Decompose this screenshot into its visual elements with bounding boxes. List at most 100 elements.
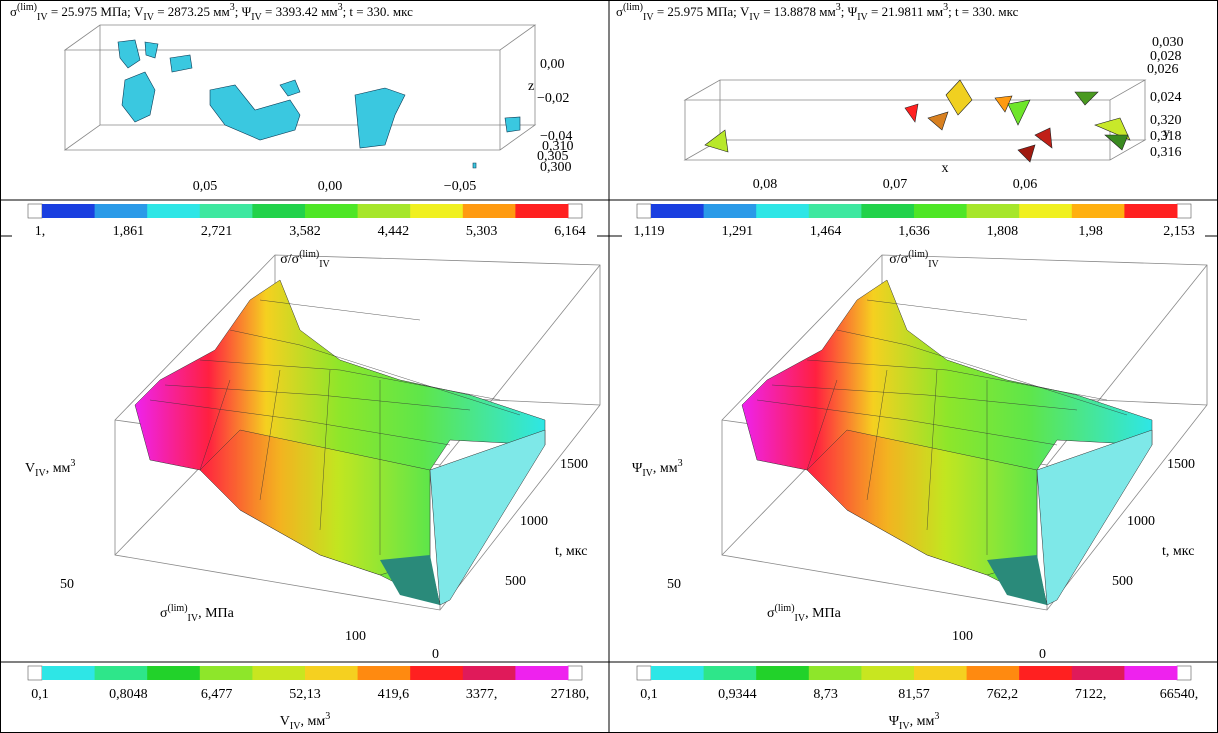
t-tick-label: 1500 xyxy=(560,457,588,472)
colorbar-label: 3377, xyxy=(466,687,498,702)
x-axis-label: x xyxy=(942,161,949,176)
side-tick-label: 0,318 xyxy=(1150,129,1182,144)
colorbar-segment xyxy=(357,204,411,218)
colorbar-segment xyxy=(515,204,569,218)
side-tick-label: 0,316 xyxy=(1150,145,1182,160)
colorbar-segment xyxy=(1019,666,1073,680)
text-part: σ xyxy=(10,4,17,19)
side-tick-label: −0,02 xyxy=(537,91,569,106)
z-axis-label: VIV, мм3 xyxy=(25,458,75,479)
side-tick-label: 0,300 xyxy=(540,160,572,175)
colorbar-segment xyxy=(756,666,810,680)
top-right-box xyxy=(683,79,1147,163)
colorbar-label: 66540, xyxy=(1160,687,1199,702)
text-part: IV xyxy=(795,613,806,624)
colorbar-label: 3,582 xyxy=(289,224,321,239)
text-part: 3 xyxy=(934,711,939,722)
text-part: IV xyxy=(143,12,154,23)
t-tick-label: 500 xyxy=(1112,574,1133,589)
colorbar-end xyxy=(567,665,583,681)
colorbar-segment xyxy=(756,204,810,218)
text-part: = 21.9811 мм xyxy=(868,4,943,19)
t-tick-label: 1500 xyxy=(1167,457,1195,472)
sigma-axis-label: σ(lim)IV, МПа xyxy=(767,603,842,624)
text-part: Ψ xyxy=(632,461,643,476)
text-part: = 25.975 МПа; xyxy=(48,4,134,19)
side-tick-label: −0,04 xyxy=(540,129,572,144)
text-part: IV xyxy=(251,12,262,23)
text-part: (lim) xyxy=(299,249,319,260)
colorbar-segment xyxy=(966,204,1020,218)
text-part: ; t = 330. мкс xyxy=(343,4,414,19)
colorbar-segment xyxy=(861,204,915,218)
text-part: ; t = 330. мкс xyxy=(948,4,1019,19)
text-part: IV xyxy=(899,721,910,732)
colorbar-end xyxy=(27,203,43,219)
colorbar-segment xyxy=(305,204,359,218)
colorbar-segment xyxy=(94,204,148,218)
text-part: (lim) xyxy=(168,603,188,614)
colorbar-segment xyxy=(199,204,253,218)
side-axis-label: y xyxy=(1163,126,1170,141)
side-axis-label: z xyxy=(528,79,534,94)
colorbar-label: 1,98 xyxy=(1078,224,1103,239)
side-tick-label: 0,305 xyxy=(537,149,569,164)
colorbar-label: 762,2 xyxy=(987,687,1019,702)
t-tick-label: 500 xyxy=(505,574,526,589)
colorbar-segment xyxy=(252,204,306,218)
colorbar-segment xyxy=(462,666,516,680)
text-part: IV xyxy=(35,468,46,479)
colorbar-label: 1,808 xyxy=(987,224,1019,239)
text-part: IV xyxy=(857,12,868,23)
colorbar-label: 1,291 xyxy=(722,224,754,239)
colorbar-segment xyxy=(462,204,516,218)
colorbar-label: 0,1 xyxy=(31,687,49,702)
t-tick-label: 1000 xyxy=(520,514,548,529)
colorbar-label: 81,57 xyxy=(898,687,930,702)
colorbar-segment xyxy=(515,666,569,680)
colorbar-end xyxy=(1176,665,1192,681)
x-tick-label: 0,06 xyxy=(1013,177,1038,192)
colorbar-label: 8,73 xyxy=(813,687,838,702)
colorbar-label: 1, xyxy=(35,224,46,239)
colorbar-label: 419,6 xyxy=(378,687,410,702)
colorbar-segment xyxy=(1124,204,1178,218)
side-tick-label: 0,028 xyxy=(1150,49,1182,64)
colorbar-segment xyxy=(703,204,757,218)
colorbar-label: 52,13 xyxy=(289,687,321,702)
colorbar-label: 0,8048 xyxy=(109,687,148,702)
text-part: IV xyxy=(928,259,939,270)
colorbar-segment xyxy=(861,666,915,680)
x-tick-label: 0,00 xyxy=(318,179,343,194)
t-axis-label: t, мкс xyxy=(555,544,587,559)
colorbar-segment xyxy=(147,666,201,680)
t-tick-label: 0 xyxy=(1039,647,1046,662)
text-part: V xyxy=(740,4,750,19)
colorbar-end xyxy=(1176,203,1192,219)
colorbar-label: 0,9344 xyxy=(718,687,757,702)
colorbar-segment xyxy=(808,204,862,218)
colorbar-segment xyxy=(914,204,968,218)
t-axis-label: t, мкс xyxy=(1162,544,1194,559)
colorbar-segment xyxy=(252,666,306,680)
text-part: IV xyxy=(319,259,330,270)
side-tick-label: 0,026 xyxy=(1147,62,1179,77)
colorbar-end xyxy=(636,665,652,681)
colorbar-segment xyxy=(410,204,464,218)
colorbar-label: 1,861 xyxy=(113,224,145,239)
text-part: 3 xyxy=(325,711,330,722)
colorbar-label: 2,721 xyxy=(201,224,233,239)
side-tick-label: 0,024 xyxy=(1150,90,1182,105)
text-part: 3 xyxy=(230,2,235,13)
text-part: IV xyxy=(643,12,654,23)
sigma-tick-label: 100 xyxy=(952,629,973,644)
colorbar-label: 1,636 xyxy=(898,224,930,239)
text-part: 3 xyxy=(338,2,343,13)
colorbar-label: 7122, xyxy=(1075,687,1107,702)
colorbar-segment xyxy=(808,666,862,680)
colorbar-segment xyxy=(42,666,96,680)
x-tick-label: 0,05 xyxy=(193,179,218,194)
text-part: = 25.975 МПа; xyxy=(654,4,740,19)
text-part: σ/σ xyxy=(280,252,299,267)
